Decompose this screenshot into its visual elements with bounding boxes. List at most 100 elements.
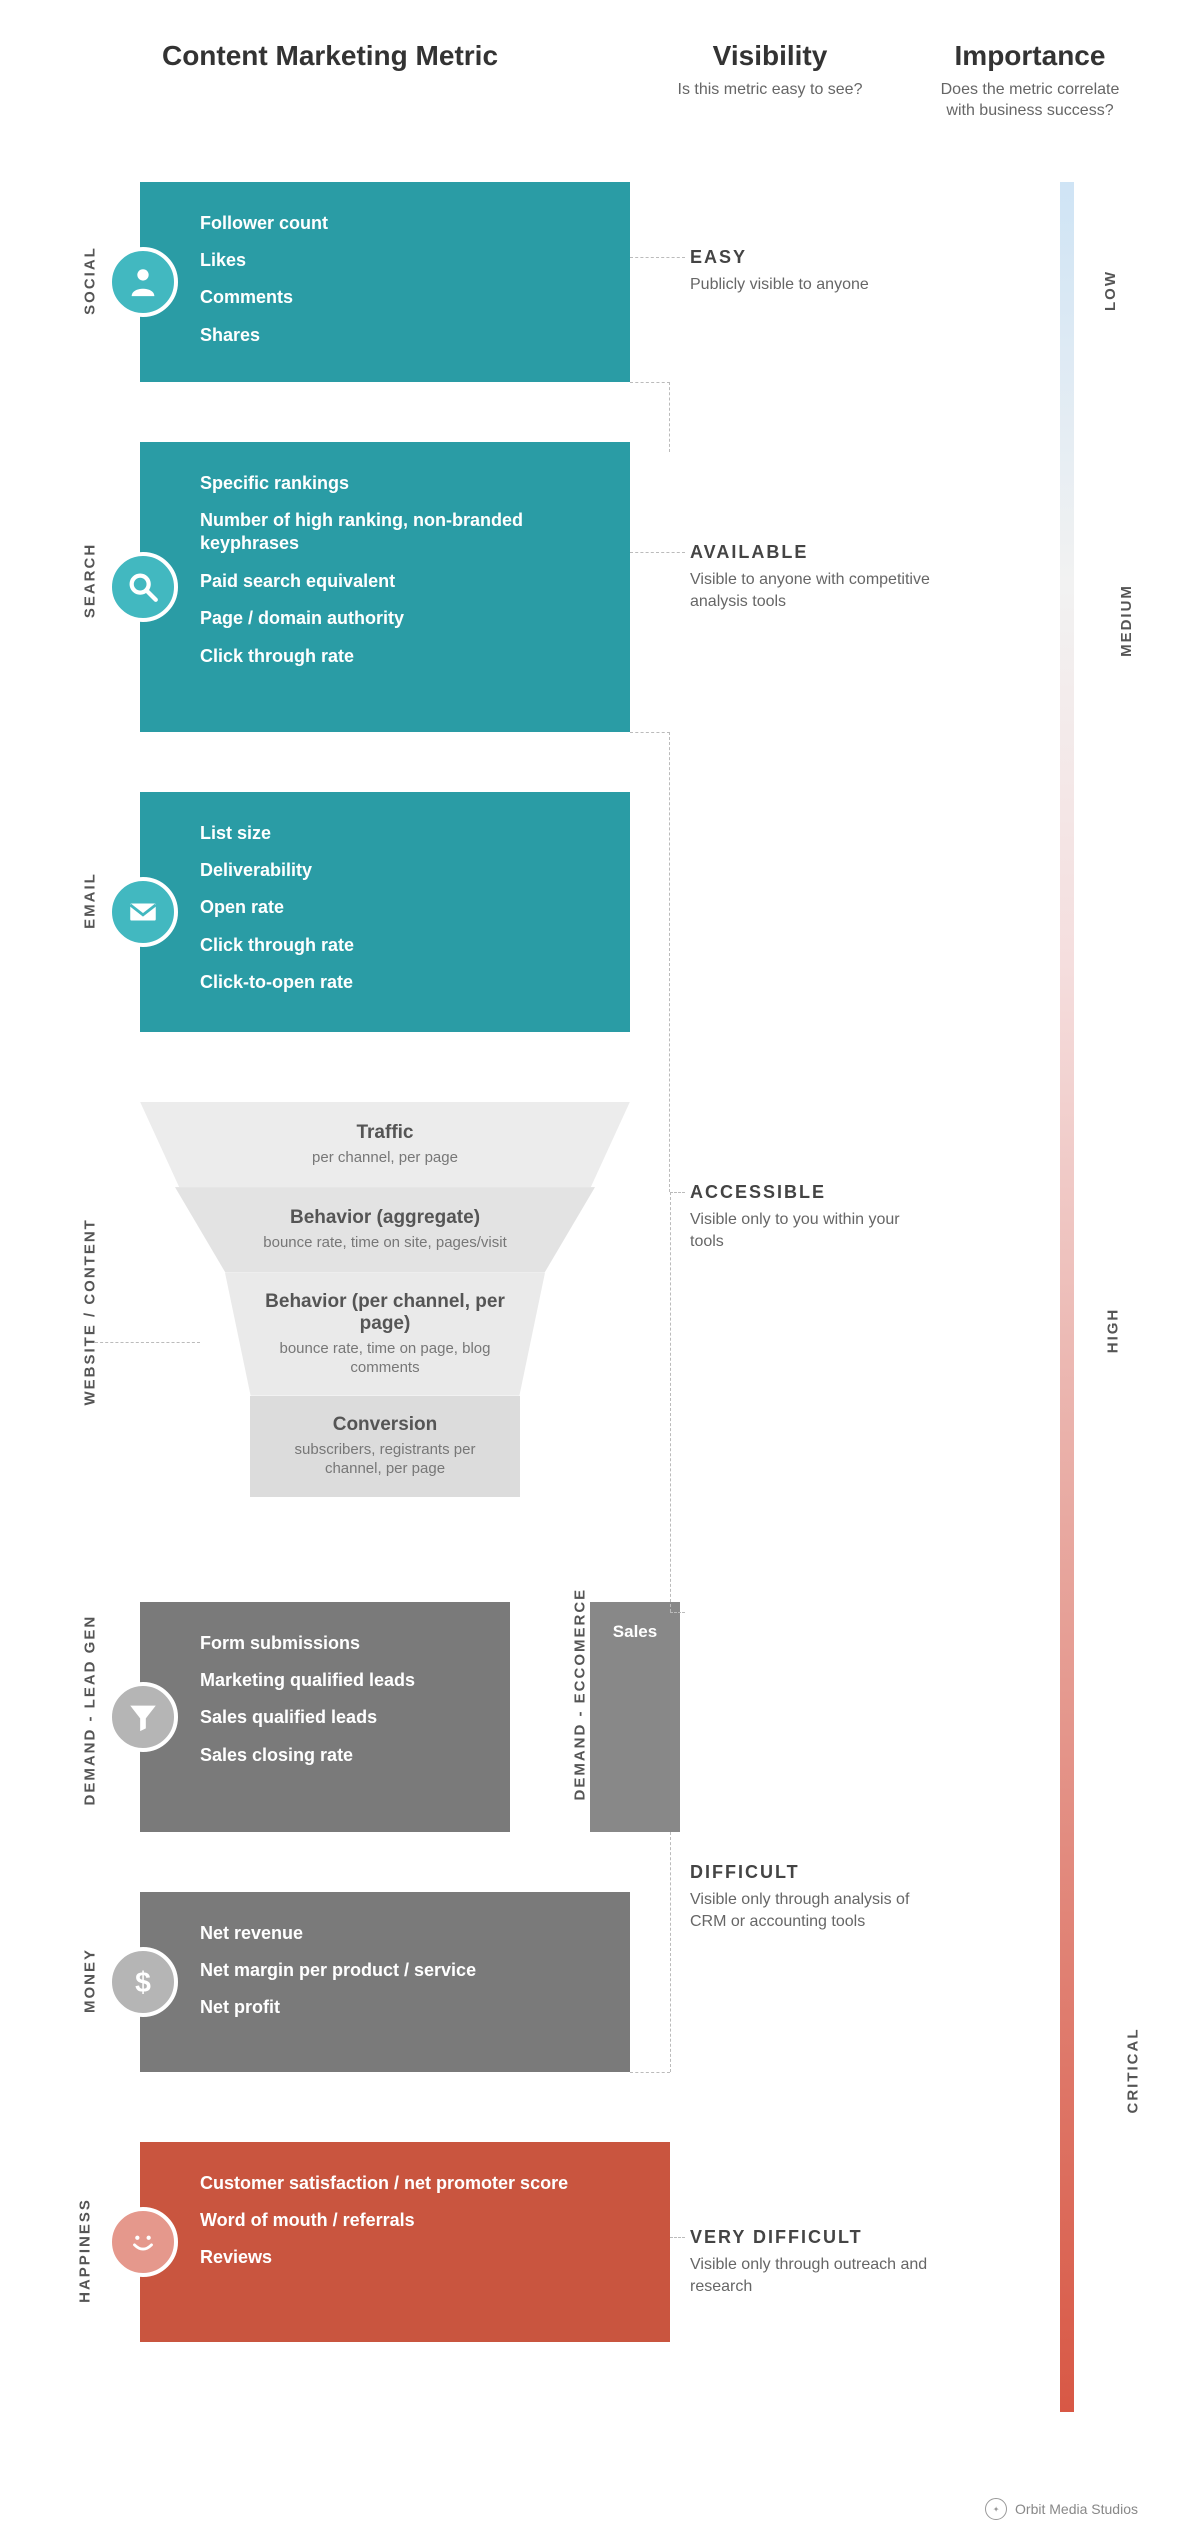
funnel-layer-conversion: Conversion subscribers, registrants per …: [250, 1396, 520, 1497]
category-label-social: SOCIAL: [82, 235, 99, 325]
category-label-money: MONEY: [82, 1935, 99, 2025]
happiness-item: Word of mouth / referrals: [200, 2209, 640, 2232]
header-row: Content Marketing Metric Visibility Is t…: [30, 40, 1148, 122]
email-item: List size: [200, 822, 600, 845]
visibility-desc: Visible only through analysis of CRM or …: [690, 1889, 930, 1934]
demand-lead-box: Form submissions Marketing qualified lea…: [140, 1602, 510, 1832]
category-label-happiness: HAPPINESS: [77, 2190, 94, 2310]
dash-connector: [670, 1612, 685, 1613]
footer: ✦ Orbit Media Studios: [985, 2498, 1138, 2520]
email-box: List size Deliverability Open rate Click…: [140, 792, 630, 1032]
person-icon: [108, 247, 178, 317]
dash-connector: [670, 1192, 685, 1193]
header-visibility-title: Visibility: [660, 40, 880, 72]
search-item: Number of high ranking, non-branded keyp…: [200, 509, 600, 556]
visibility-title: AVAILABLE: [690, 542, 930, 563]
demand-item: Sales closing rate: [200, 1744, 480, 1767]
importance-level-high: HIGH: [1104, 1307, 1121, 1353]
header-visibility-sub: Is this metric easy to see?: [660, 80, 880, 101]
funnel-sub: subscribers, registrants per channel, pe…: [270, 1440, 500, 1479]
funnel-title: Traffic: [356, 1122, 413, 1144]
dash-connector: [630, 732, 670, 1192]
visibility-very-difficult: VERY DIFFICULT Visible only through outr…: [690, 2227, 930, 2299]
ecom-item: Sales: [604, 1622, 666, 1642]
visibility-desc: Visible to anyone with competitive analy…: [690, 569, 930, 614]
visibility-title: DIFFICULT: [690, 1862, 930, 1883]
header-importance-sub: Does the metric correlate with business …: [930, 80, 1130, 122]
money-item: Net revenue: [200, 1922, 600, 1945]
funnel-title: Conversion: [333, 1414, 438, 1436]
funnel-sub: bounce rate, time on site, pages/visit: [263, 1233, 506, 1253]
visibility-desc: Publicly visible to anyone: [690, 274, 930, 296]
header-metric-title: Content Marketing Metric: [30, 40, 630, 72]
dash-connector: [670, 1192, 671, 1612]
footer-text: Orbit Media Studios: [1015, 2501, 1138, 2517]
visibility-title: EASY: [690, 247, 930, 268]
smile-icon: [108, 2207, 178, 2277]
dash-connector: [630, 2072, 670, 2073]
funnel-sub: bounce rate, time on page, blog comments: [255, 1339, 515, 1378]
email-item: Click through rate: [200, 934, 600, 957]
money-item: Net profit: [200, 1996, 600, 2019]
happiness-item: Customer satisfaction / net promoter sco…: [200, 2172, 640, 2195]
money-box: Net revenue Net margin per product / ser…: [140, 1892, 630, 2072]
social-item: Follower count: [200, 212, 600, 235]
dash-connector: [670, 2237, 685, 2238]
funnel-layer-traffic: Traffic per channel, per page: [140, 1102, 630, 1188]
importance-level-critical: CRITICAL: [1125, 2027, 1142, 2113]
email-item: Click-to-open rate: [200, 971, 600, 994]
funnel-sub: per channel, per page: [312, 1148, 458, 1168]
email-item: Open rate: [200, 896, 600, 919]
dash-connector: [630, 257, 685, 258]
email-item: Deliverability: [200, 859, 600, 882]
dash-connector: [95, 1342, 200, 1343]
category-label-demand-lead: DEMAND - LEAD GEN: [82, 1635, 99, 1805]
visibility-desc: Visible only through outreach and resear…: [690, 2254, 930, 2299]
visibility-desc: Visible only to you within your tools: [690, 1209, 930, 1254]
visibility-available: AVAILABLE Visible to anyone with competi…: [690, 542, 930, 614]
demand-item: Marketing qualified leads: [200, 1669, 480, 1692]
category-label-website: WEBSITE / CONTENT: [82, 1235, 99, 1405]
search-item: Paid search equivalent: [200, 570, 600, 593]
importance-gradient-bar: [1060, 182, 1074, 2412]
search-box: Specific rankings Number of high ranking…: [140, 442, 630, 732]
search-item: Page / domain authority: [200, 607, 600, 630]
visibility-easy: EASY Publicly visible to anyone: [690, 247, 930, 296]
dash-connector: [670, 1832, 671, 2072]
demand-item: Sales qualified leads: [200, 1706, 480, 1729]
visibility-title: VERY DIFFICULT: [690, 2227, 930, 2248]
funnel-layer-behavior-per: Behavior (per channel, per page) bounce …: [225, 1273, 545, 1396]
dash-connector: [630, 552, 685, 553]
footer-logo-icon: ✦: [985, 2498, 1007, 2520]
search-icon: [108, 552, 178, 622]
demand-item: Form submissions: [200, 1632, 480, 1655]
funnel-title: Behavior (aggregate): [290, 1207, 480, 1229]
social-item: Shares: [200, 324, 600, 347]
funnel: Traffic per channel, per page Behavior (…: [140, 1102, 630, 1497]
funnel-icon: [108, 1682, 178, 1752]
demand-ecom-box: Sales: [590, 1602, 680, 1832]
category-label-demand-ecom: DEMAND - ECCOMERCE: [572, 1620, 589, 1800]
visibility-accessible: ACCESSIBLE Visible only to you within yo…: [690, 1182, 930, 1254]
svg-text:$: $: [135, 1967, 151, 1999]
visibility-title: ACCESSIBLE: [690, 1182, 930, 1203]
category-label-email: EMAIL: [82, 855, 99, 945]
social-box: Follower count Likes Comments Shares: [140, 182, 630, 382]
funnel-title: Behavior (per channel, per page): [255, 1291, 515, 1335]
dash-connector: [630, 382, 670, 452]
header-importance-title: Importance: [930, 40, 1130, 72]
visibility-difficult: DIFFICULT Visible only through analysis …: [690, 1862, 930, 1934]
importance-level-medium: MEDIUM: [1118, 584, 1135, 657]
importance-level-low: LOW: [1102, 270, 1119, 311]
email-icon: [108, 877, 178, 947]
category-label-search: SEARCH: [82, 535, 99, 625]
funnel-layer-behavior-agg: Behavior (aggregate) bounce rate, time o…: [175, 1187, 595, 1273]
search-item: Specific rankings: [200, 472, 600, 495]
happiness-box: Customer satisfaction / net promoter sco…: [140, 2142, 670, 2342]
social-item: Likes: [200, 249, 600, 272]
dollar-icon: $: [108, 1947, 178, 2017]
social-item: Comments: [200, 286, 600, 309]
search-item: Click through rate: [200, 645, 600, 668]
money-item: Net margin per product / service: [200, 1959, 600, 1982]
happiness-item: Reviews: [200, 2246, 640, 2269]
